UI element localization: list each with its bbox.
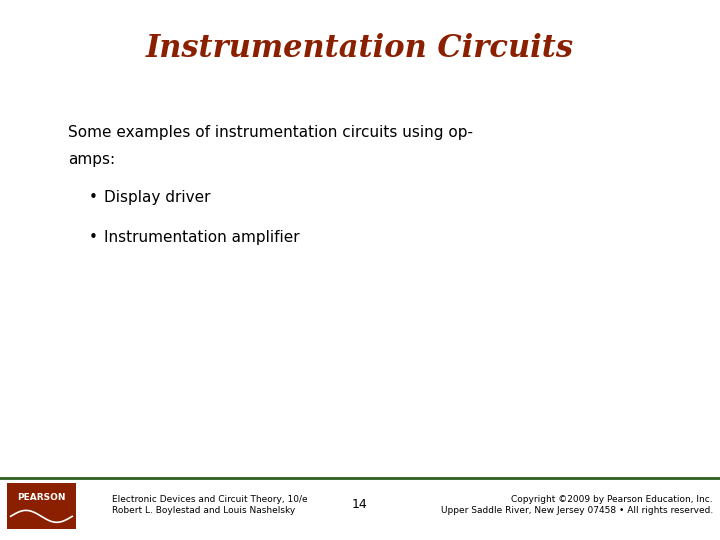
- Text: Instrumentation amplifier: Instrumentation amplifier: [104, 230, 300, 245]
- Text: •: •: [89, 190, 98, 205]
- Text: •: •: [89, 230, 98, 245]
- Text: PEARSON: PEARSON: [17, 494, 66, 503]
- Text: 14: 14: [352, 498, 368, 511]
- Text: Display driver: Display driver: [104, 190, 211, 205]
- Text: amps:: amps:: [68, 152, 115, 167]
- Text: Electronic Devices and Circuit Theory, 10/e
Robert L. Boylestad and Louis Nashel: Electronic Devices and Circuit Theory, 1…: [112, 495, 307, 515]
- Text: Instrumentation Circuits: Instrumentation Circuits: [146, 33, 574, 64]
- Text: Some examples of instrumentation circuits using op-: Some examples of instrumentation circuit…: [68, 125, 474, 140]
- Text: Copyright ©2009 by Pearson Education, Inc.
Upper Saddle River, New Jersey 07458 : Copyright ©2009 by Pearson Education, In…: [441, 495, 713, 515]
